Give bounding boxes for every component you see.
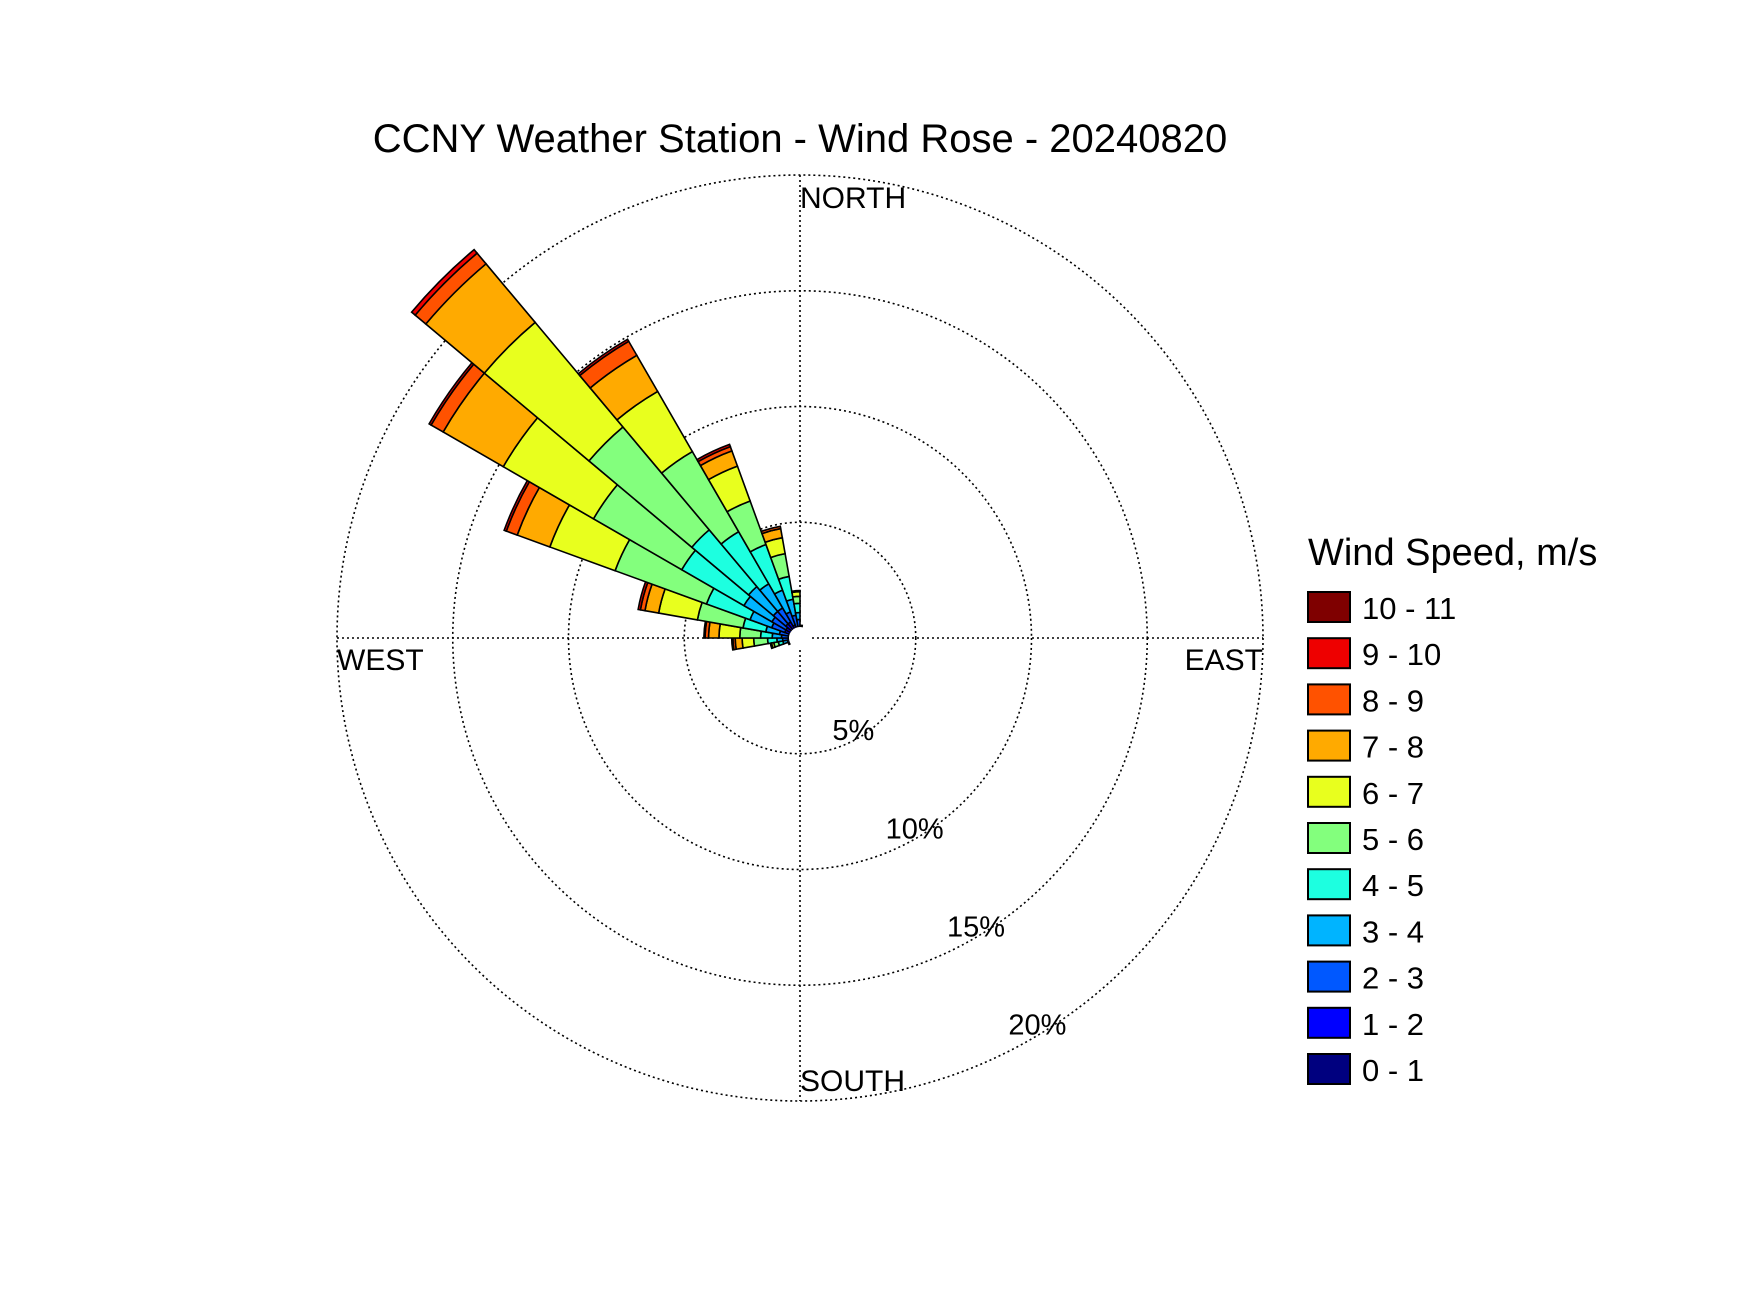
wedge-335-bin-9 xyxy=(695,443,732,463)
legend-swatch-2 xyxy=(1307,683,1351,716)
legend-swatch-4 xyxy=(1307,775,1351,808)
legend-label-3: 7 - 8 xyxy=(1362,730,1424,765)
legend-label-0: 10 - 11 xyxy=(1362,591,1456,626)
legend-title: Wind Speed, m/s xyxy=(1308,532,1597,574)
legend-swatch-9 xyxy=(1307,1006,1351,1039)
legend-label-10: 0 - 1 xyxy=(1362,1053,1424,1088)
east-label: EAST xyxy=(1185,644,1263,677)
legend-swatch-10 xyxy=(1307,1053,1351,1085)
legend-label-1: 9 - 10 xyxy=(1362,637,1441,672)
ring-label-1: 10% xyxy=(886,813,944,845)
ring-3 xyxy=(336,174,1264,1102)
west-label: WEST xyxy=(337,644,424,677)
legend-label-2: 8 - 9 xyxy=(1362,683,1424,718)
south-label: SOUTH xyxy=(800,1065,905,1098)
polar-grid xyxy=(336,174,1264,1102)
legend: Wind Speed, m/s 10 - 11 9 - 10 8 - 9 7 - 8 6… xyxy=(1307,532,1597,1088)
chart-title: CCNY Weather Station - Wind Rose - 20240… xyxy=(373,117,1228,161)
legend-label-8: 2 - 3 xyxy=(1362,961,1424,996)
legend-swatch-0 xyxy=(1307,591,1351,623)
wedge-265-bin-9 xyxy=(730,637,735,651)
legend-label-7: 3 - 4 xyxy=(1362,914,1424,949)
legend-swatch-3 xyxy=(1307,729,1351,762)
legend-swatch-8 xyxy=(1307,960,1351,993)
legend-items: 10 - 11 9 - 10 8 - 9 7 - 8 6 - 7 5 - 6 4 - 5 3 … xyxy=(1307,591,1456,1088)
wedge-345-bin-8 xyxy=(760,525,782,535)
range-rings xyxy=(336,174,1264,1102)
calm-center xyxy=(789,627,811,649)
ring-label-2: 15% xyxy=(947,911,1005,943)
legend-label-9: 1 - 2 xyxy=(1362,1007,1424,1042)
ring-2 xyxy=(451,289,1149,987)
wedge-255-bin-7 xyxy=(769,642,774,650)
legend-label-6: 4 - 5 xyxy=(1362,868,1424,903)
legend-swatch-5 xyxy=(1307,822,1351,854)
wedge-315-bin-9 xyxy=(410,248,479,317)
wedge-355-bin-4 xyxy=(793,602,801,614)
ring-label-3: 20% xyxy=(1008,1010,1066,1042)
legend-swatch-1 xyxy=(1307,637,1351,670)
wedge-5-bin-3 xyxy=(799,624,804,628)
wedge-325-bin-9 xyxy=(577,338,630,377)
ring-label-0: 5% xyxy=(832,715,874,747)
ring-labels: 5% 10% 15% 20% xyxy=(832,715,1066,1041)
legend-label-5: 5 - 6 xyxy=(1362,822,1424,857)
legend-label-4: 6 - 7 xyxy=(1362,776,1424,811)
legend-swatch-6 xyxy=(1307,868,1351,901)
legend-swatch-7 xyxy=(1307,914,1351,947)
wedge-265-bin-6 xyxy=(741,637,756,649)
ring-0 xyxy=(683,521,917,755)
wedge-355-bin-7 xyxy=(790,589,801,594)
ring-1 xyxy=(567,405,1033,871)
north-label: NORTH xyxy=(800,182,906,215)
